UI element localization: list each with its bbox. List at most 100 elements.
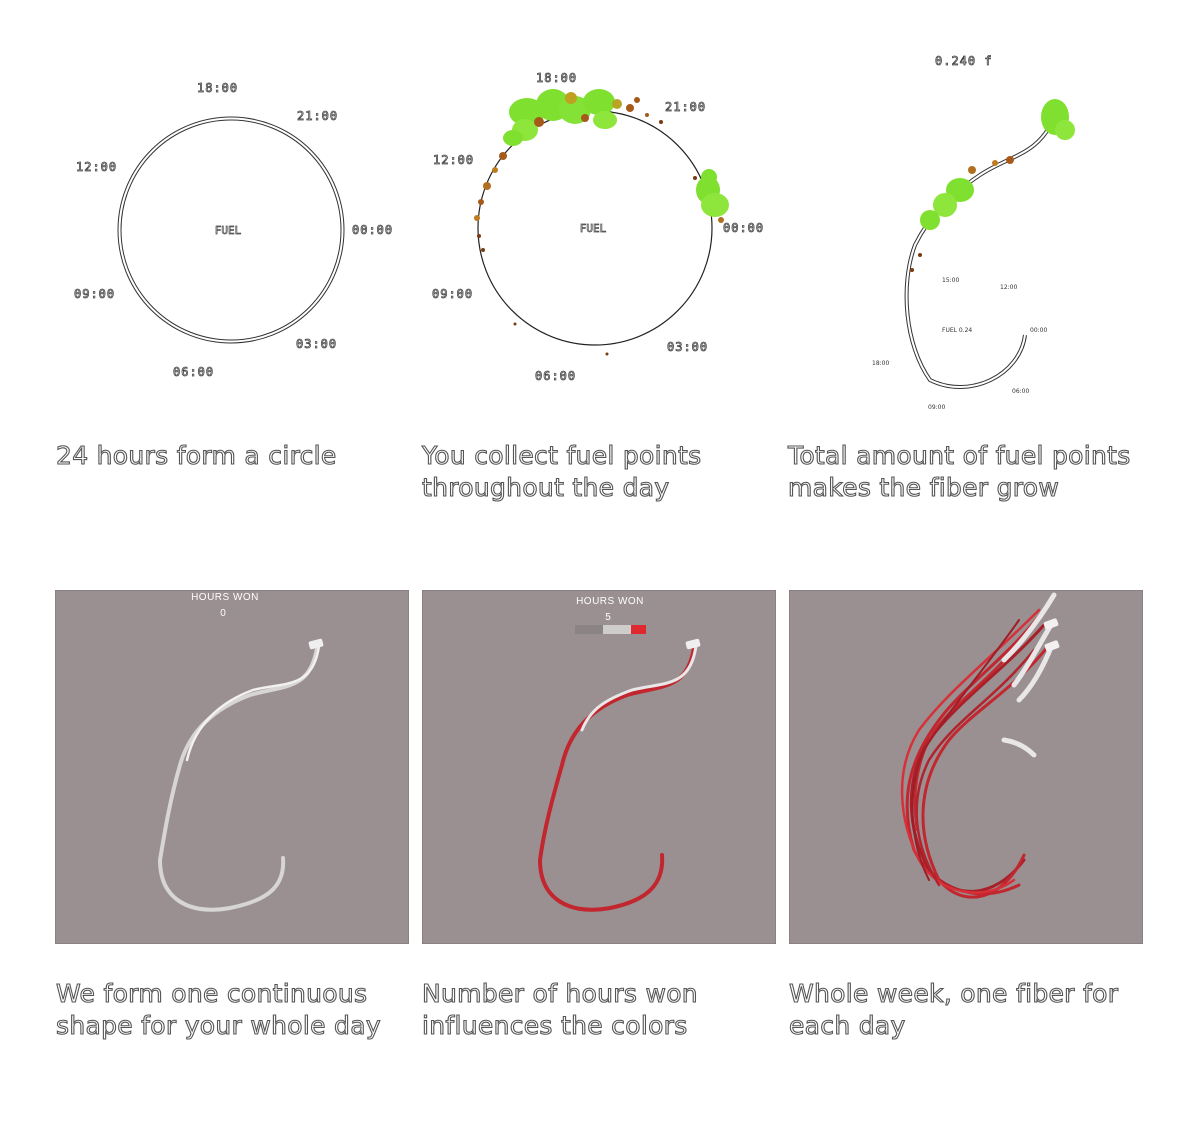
fuel-svg: FUEL 18:00 21:00 00:00 03:00 06:00 09:00… bbox=[432, 71, 764, 384]
hours-bar bbox=[575, 625, 646, 634]
tick-label: 03:00 bbox=[296, 337, 337, 351]
fuel-dot bbox=[534, 117, 544, 127]
hours-bar-segment bbox=[603, 625, 631, 634]
tick-label: 03:00 bbox=[667, 340, 708, 354]
render-background bbox=[55, 590, 409, 944]
clock-diagram: FUEL 18:00 21:00 00:00 03:00 06:00 09:00… bbox=[60, 70, 420, 400]
fuel-dot bbox=[481, 248, 485, 252]
fuel-blob bbox=[593, 111, 617, 129]
caption-line: Number of hours won bbox=[421, 978, 698, 1008]
hud-title: HOURS WON bbox=[576, 596, 644, 607]
fiber-tip bbox=[308, 638, 324, 650]
fiber-tip bbox=[685, 638, 701, 650]
clock-svg: FUEL 18:00 21:00 00:00 03:00 06:00 09:00… bbox=[74, 81, 393, 380]
colored-fiber-svg: HOURS WON 5 bbox=[421, 589, 777, 945]
fuel-blob bbox=[1055, 120, 1075, 140]
render-week-fibers bbox=[788, 589, 1144, 945]
caption-line: shape for your whole day bbox=[55, 1010, 381, 1040]
fuel-blob bbox=[946, 178, 974, 202]
growth-tick: 18:00 bbox=[872, 360, 889, 367]
render-background bbox=[422, 590, 776, 944]
fuel-dot bbox=[581, 114, 589, 122]
caption-line: 24 hours form a circle bbox=[55, 440, 337, 470]
fuel-dot bbox=[513, 322, 517, 326]
caption-week-fibers: Whole week, one fiber for each day bbox=[788, 978, 1149, 1042]
fuel-dot bbox=[918, 253, 922, 257]
fiber-highlight bbox=[185, 644, 321, 762]
fuel-blob bbox=[583, 89, 615, 115]
fuel-dot bbox=[499, 152, 507, 160]
fuel-blob bbox=[933, 193, 957, 217]
caption-line: Whole week, one fiber for bbox=[788, 978, 1119, 1008]
fiber-strand bbox=[921, 643, 1051, 899]
fuel-dot bbox=[718, 217, 724, 223]
fuel-dot bbox=[478, 199, 484, 205]
hud-value: 0 bbox=[220, 608, 226, 619]
tick-label: 18:00 bbox=[536, 71, 577, 85]
week-fibers-svg bbox=[788, 589, 1144, 945]
fuel-dot bbox=[634, 97, 640, 103]
growth-tick: 09:00 bbox=[928, 404, 945, 411]
fuel-dot bbox=[693, 176, 697, 180]
caption-colored-fiber: Number of hours won influences the color… bbox=[421, 978, 782, 1042]
tick-label: 06:00 bbox=[535, 369, 576, 383]
growth-diagram: 0.240 f 15:00 12:00 FUEL 0.24 00:00 18:0… bbox=[860, 45, 1100, 415]
caption-line: throughout the day bbox=[421, 472, 670, 502]
fuel-dot bbox=[477, 234, 481, 238]
fuel-dot bbox=[659, 120, 663, 124]
hours-bar-segment bbox=[631, 625, 646, 634]
tick-label: 09:00 bbox=[432, 287, 473, 301]
fuel-blob bbox=[920, 210, 940, 230]
fiber-strand bbox=[913, 633, 1029, 832]
fuel-dot bbox=[910, 268, 914, 272]
tick-label: 06:00 bbox=[173, 365, 214, 379]
clock-ring-outer bbox=[117, 116, 345, 344]
tick-label: 00:00 bbox=[352, 223, 393, 237]
clock-ring-inner bbox=[120, 119, 342, 341]
growth-tick: 12:00 bbox=[1000, 284, 1017, 291]
caption-fuel: You collect fuel points throughout the d… bbox=[421, 440, 782, 504]
growth-tick: 00:00 bbox=[1030, 327, 1047, 334]
fiber-strand bbox=[915, 648, 1036, 887]
fiber-strand bbox=[909, 623, 1046, 893]
fuel-dot bbox=[483, 182, 491, 190]
fuel-dot bbox=[992, 160, 998, 166]
growth-fiber-outline bbox=[904, 114, 1057, 390]
fiber-strand bbox=[157, 646, 319, 912]
tick-label: 21:00 bbox=[297, 109, 338, 123]
fuel-blob bbox=[503, 130, 523, 146]
caption-line: influences the colors bbox=[421, 1010, 688, 1040]
fuel-diagram: FUEL 18:00 21:00 00:00 03:00 06:00 09:00… bbox=[425, 60, 785, 400]
growth-fiber-core bbox=[905, 114, 1056, 389]
tick-label: 12:00 bbox=[76, 160, 117, 174]
growth-tick: 15:00 bbox=[942, 277, 959, 284]
fuel-dot bbox=[968, 166, 976, 174]
fuel-dot bbox=[565, 92, 577, 104]
tick-label: 12:00 bbox=[433, 153, 474, 167]
caption-line: makes the fiber grow bbox=[787, 472, 1060, 502]
hours-bar-segment bbox=[575, 625, 603, 634]
fuel-center-label: FUEL bbox=[580, 222, 607, 235]
render-colored-fiber: HOURS WON 5 bbox=[421, 589, 777, 945]
fuel-blob bbox=[701, 169, 717, 185]
caption-line: each day bbox=[788, 1010, 906, 1040]
fiber-strand bbox=[537, 646, 696, 912]
fuel-points bbox=[474, 89, 729, 356]
fiber-tip bbox=[1043, 618, 1059, 630]
fuel-blob bbox=[701, 193, 729, 217]
fiber-white-segment bbox=[580, 644, 698, 732]
fuel-dot bbox=[474, 215, 480, 221]
caption-single-fiber: We form one continuous shape for your wh… bbox=[55, 978, 416, 1042]
caption-line: Total amount of fuel points bbox=[787, 440, 1131, 470]
caption-line: We form one continuous bbox=[55, 978, 368, 1008]
fuel-dot bbox=[645, 113, 649, 117]
week-fiber-group bbox=[900, 593, 1056, 899]
caption-growth: Total amount of fuel points makes the fi… bbox=[787, 440, 1148, 504]
caption-line: You collect fuel points bbox=[421, 440, 702, 470]
hud-title: HOURS WON bbox=[191, 592, 259, 603]
single-fiber-svg: HOURS WON 0 bbox=[54, 589, 410, 945]
caption-clock: 24 hours form a circle bbox=[55, 440, 416, 472]
growth-svg: 0.240 f 15:00 12:00 FUEL 0.24 00:00 18:0… bbox=[872, 54, 1075, 411]
growth-tick: FUEL 0.24 bbox=[942, 327, 972, 334]
growth-top-label: 0.240 f bbox=[935, 54, 993, 68]
